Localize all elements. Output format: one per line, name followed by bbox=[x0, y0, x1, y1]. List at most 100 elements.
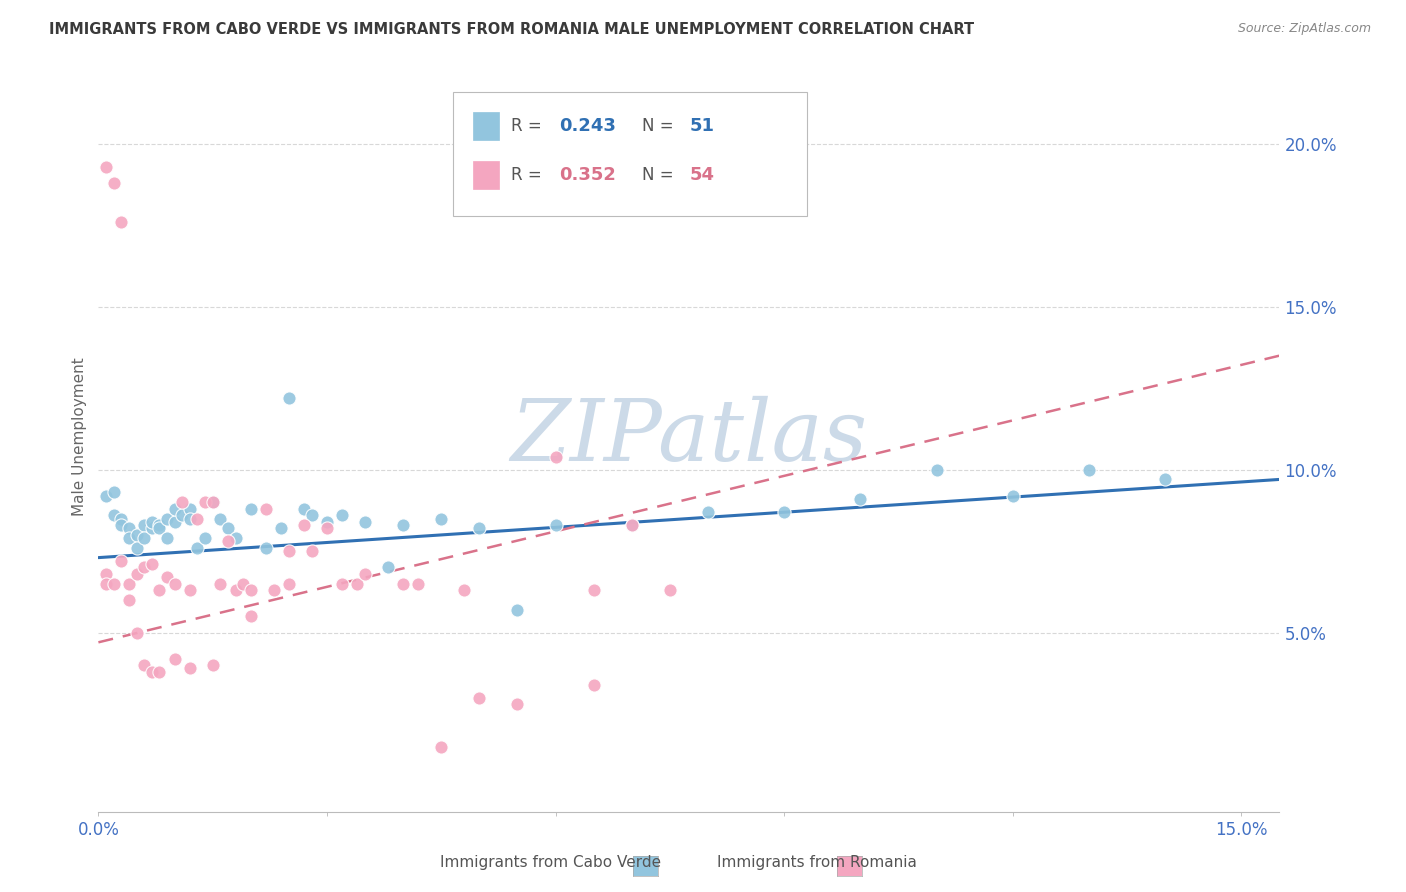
Point bbox=[697, 505, 720, 519]
Point bbox=[94, 160, 117, 174]
Text: Source: ZipAtlas.com: Source: ZipAtlas.com bbox=[1237, 22, 1371, 36]
Point bbox=[239, 583, 262, 598]
Point bbox=[468, 521, 491, 535]
Point bbox=[148, 518, 170, 533]
Point bbox=[201, 495, 224, 509]
Point bbox=[225, 583, 247, 598]
Point bbox=[163, 576, 186, 591]
Bar bbox=[472, 112, 499, 140]
Point bbox=[277, 544, 299, 558]
Point bbox=[134, 658, 156, 673]
Text: Immigrants from Cabo Verde: Immigrants from Cabo Verde bbox=[440, 855, 661, 870]
Point bbox=[125, 566, 148, 581]
Point bbox=[179, 661, 201, 675]
Point bbox=[301, 508, 323, 523]
Point bbox=[217, 534, 239, 549]
Point bbox=[179, 583, 201, 598]
Point bbox=[239, 609, 262, 624]
Point bbox=[1154, 472, 1177, 486]
Point bbox=[506, 603, 529, 617]
Point bbox=[232, 576, 254, 591]
Point bbox=[408, 576, 430, 591]
Point bbox=[103, 176, 125, 190]
Point bbox=[201, 658, 224, 673]
Text: N =: N = bbox=[641, 166, 679, 184]
Point bbox=[125, 625, 148, 640]
Point bbox=[156, 511, 179, 525]
Point bbox=[544, 450, 567, 464]
Point bbox=[141, 521, 163, 535]
Point bbox=[179, 501, 201, 516]
Point bbox=[103, 485, 125, 500]
Point bbox=[141, 557, 163, 571]
Point bbox=[156, 531, 179, 545]
Point bbox=[125, 541, 148, 555]
Point bbox=[254, 541, 277, 555]
Point bbox=[277, 391, 299, 405]
Point bbox=[392, 576, 415, 591]
Point bbox=[620, 518, 643, 533]
Point bbox=[292, 501, 315, 516]
Point bbox=[141, 665, 163, 679]
Point bbox=[330, 576, 353, 591]
Point bbox=[209, 511, 232, 525]
Point bbox=[118, 531, 141, 545]
FancyBboxPatch shape bbox=[453, 93, 807, 216]
Point bbox=[209, 576, 232, 591]
Text: N =: N = bbox=[641, 117, 679, 135]
Text: IMMIGRANTS FROM CABO VERDE VS IMMIGRANTS FROM ROMANIA MALE UNEMPLOYMENT CORRELAT: IMMIGRANTS FROM CABO VERDE VS IMMIGRANTS… bbox=[49, 22, 974, 37]
Point bbox=[301, 544, 323, 558]
Point bbox=[658, 583, 681, 598]
Point bbox=[179, 511, 201, 525]
Point bbox=[118, 576, 141, 591]
Point bbox=[330, 508, 353, 523]
Point bbox=[134, 518, 156, 533]
Point bbox=[141, 515, 163, 529]
Point bbox=[582, 583, 605, 598]
Point bbox=[148, 665, 170, 679]
Point bbox=[163, 501, 186, 516]
Point bbox=[172, 508, 194, 523]
Point bbox=[103, 508, 125, 523]
Point bbox=[186, 511, 208, 525]
Point bbox=[263, 583, 285, 598]
Point bbox=[217, 521, 239, 535]
Point bbox=[620, 518, 643, 533]
Point bbox=[148, 583, 170, 598]
Point bbox=[1001, 489, 1024, 503]
Text: R =: R = bbox=[510, 117, 547, 135]
Point bbox=[239, 501, 262, 516]
Point bbox=[354, 515, 377, 529]
Point bbox=[316, 515, 339, 529]
Point bbox=[134, 531, 156, 545]
Y-axis label: Male Unemployment: Male Unemployment bbox=[72, 358, 87, 516]
Point bbox=[163, 515, 186, 529]
Point bbox=[316, 521, 339, 535]
Bar bbox=[472, 161, 499, 189]
Point bbox=[148, 521, 170, 535]
Text: 0.352: 0.352 bbox=[560, 166, 616, 184]
Point bbox=[430, 739, 453, 754]
Point bbox=[377, 560, 399, 574]
Point bbox=[125, 528, 148, 542]
Point bbox=[354, 566, 377, 581]
Point bbox=[194, 531, 217, 545]
Point bbox=[925, 463, 948, 477]
Point bbox=[110, 215, 132, 229]
Point bbox=[430, 511, 453, 525]
Point bbox=[186, 541, 208, 555]
Point bbox=[582, 678, 605, 692]
Point bbox=[156, 570, 179, 584]
Point bbox=[292, 518, 315, 533]
Point bbox=[453, 583, 475, 598]
Text: 54: 54 bbox=[690, 166, 716, 184]
Point bbox=[346, 576, 368, 591]
Point bbox=[110, 511, 132, 525]
Point bbox=[118, 593, 141, 607]
Point bbox=[270, 521, 292, 535]
Text: Immigrants from Romania: Immigrants from Romania bbox=[717, 855, 917, 870]
Point bbox=[254, 501, 277, 516]
Text: 0.243: 0.243 bbox=[560, 117, 616, 135]
Point bbox=[134, 560, 156, 574]
Point bbox=[506, 697, 529, 711]
